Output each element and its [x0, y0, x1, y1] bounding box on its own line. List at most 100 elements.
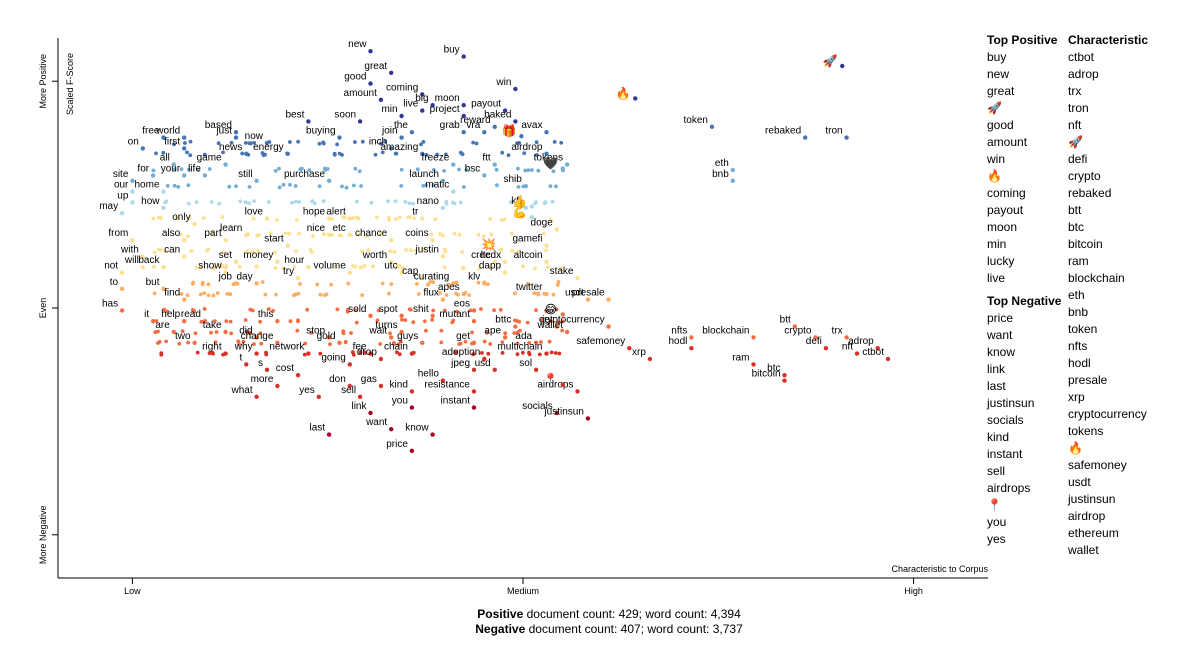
term-point[interactable]: blockchain: [702, 325, 756, 340]
term-point[interactable]: still: [238, 169, 259, 183]
term-label[interactable]: multichain: [497, 342, 542, 353]
term-label[interactable]: site: [113, 169, 129, 180]
term-point[interactable]: nfts: [671, 325, 694, 340]
term-dot[interactable]: [316, 394, 321, 399]
term-dot[interactable]: [461, 292, 466, 297]
term-dot[interactable]: [244, 151, 249, 156]
term-dot[interactable]: [368, 313, 373, 318]
term-label[interactable]: last: [310, 423, 326, 434]
term-label[interactable]: will: [124, 255, 139, 266]
emoji-label[interactable]: 💥: [481, 238, 496, 252]
term-list-item[interactable]: 📍: [987, 498, 1002, 512]
term-dot[interactable]: [389, 146, 394, 151]
term-dot[interactable]: [544, 259, 549, 264]
term-list-item[interactable]: ethereum: [1068, 526, 1119, 540]
term-label[interactable]: buying: [306, 126, 335, 137]
emoji-label[interactable]: 🖤: [543, 157, 558, 171]
term-dot[interactable]: [306, 351, 311, 356]
term-dot[interactable]: [140, 146, 145, 151]
term-label[interactable]: presale: [572, 288, 605, 299]
term-list-item[interactable]: justinsun: [1068, 492, 1116, 506]
term-point[interactable]: more: [251, 374, 280, 389]
term-label[interactable]: price: [386, 439, 408, 450]
term-list-item[interactable]: instant: [987, 447, 1023, 461]
term-label[interactable]: hello: [418, 369, 440, 380]
term-dot[interactable]: [202, 319, 208, 324]
term-label[interactable]: s: [258, 358, 263, 369]
term-point[interactable]: hello: [418, 369, 446, 383]
term-label[interactable]: only: [172, 212, 190, 223]
term-dot[interactable]: [233, 130, 239, 135]
term-label[interactable]: volume: [314, 261, 347, 272]
term-label[interactable]: love: [245, 207, 264, 218]
term-point[interactable]: wallet: [537, 320, 570, 335]
term-point[interactable]: did: [239, 325, 259, 340]
term-point[interactable]: find: [164, 288, 187, 302]
term-point[interactable]: you: [392, 396, 415, 410]
emoji-dot[interactable]: [560, 166, 565, 171]
term-list-item[interactable]: live: [987, 271, 1006, 285]
term-point[interactable]: dapp: [479, 261, 508, 275]
term-point[interactable]: coins: [405, 228, 435, 243]
term-dot[interactable]: [326, 178, 332, 183]
term-label[interactable]: bnb: [712, 169, 729, 180]
term-label[interactable]: jet: [541, 315, 553, 326]
term-dot[interactable]: [295, 373, 301, 378]
term-label[interactable]: nano: [417, 196, 440, 207]
term-dot[interactable]: [482, 130, 487, 135]
term-point[interactable]: turns: [375, 320, 404, 335]
term-label[interactable]: stop: [306, 325, 325, 336]
term-dot[interactable]: [182, 254, 187, 259]
term-label[interactable]: part: [204, 228, 221, 239]
term-point[interactable]: twitter: [516, 282, 549, 297]
term-label[interactable]: for: [137, 163, 149, 174]
term-point[interactable]: first: [164, 136, 187, 151]
emoji-label[interactable]: 📍: [543, 373, 558, 387]
emoji-label[interactable]: 🎁: [502, 124, 517, 138]
term-label[interactable]: now: [245, 131, 264, 142]
term-dot[interactable]: [337, 340, 342, 345]
term-list-item[interactable]: defi: [1068, 152, 1088, 166]
term-dot[interactable]: [347, 232, 352, 237]
term-dot[interactable]: [285, 243, 290, 248]
term-label[interactable]: adoption: [442, 347, 480, 358]
term-label[interactable]: instant: [441, 396, 471, 407]
term-dot[interactable]: [244, 232, 249, 237]
term-label[interactable]: payout: [471, 99, 501, 110]
term-point[interactable]: ram: [732, 352, 756, 367]
term-point[interactable]: hodl: [668, 336, 694, 351]
term-label[interactable]: klv: [468, 271, 480, 282]
term-label[interactable]: ada: [515, 331, 532, 342]
term-dot[interactable]: [420, 92, 425, 97]
term-dot[interactable]: [461, 113, 466, 119]
term-dot[interactable]: [533, 340, 539, 345]
term-point[interactable]: don: [329, 374, 352, 389]
term-label[interactable]: may: [99, 201, 118, 212]
term-label[interactable]: reward: [460, 115, 491, 126]
term-label[interactable]: coins: [405, 228, 428, 239]
term-point[interactable]: inch: [369, 136, 394, 151]
term-dot[interactable]: [554, 410, 559, 416]
term-dot[interactable]: [461, 103, 466, 108]
term-label[interactable]: vra: [466, 120, 480, 131]
term-dot[interactable]: [150, 173, 156, 178]
term-point[interactable]: grab: [440, 120, 466, 135]
term-label[interactable]: get: [456, 331, 470, 342]
term-list-item[interactable]: airdrops: [987, 481, 1031, 495]
term-dot[interactable]: [357, 394, 363, 399]
term-dot[interactable]: [813, 335, 818, 340]
term-point[interactable]: amazing: [380, 142, 425, 156]
term-dot[interactable]: [182, 319, 187, 324]
term-point[interactable]: purchase: [284, 169, 332, 183]
term-dot[interactable]: [357, 119, 363, 124]
term-point[interactable]: based: [205, 120, 239, 135]
term-list-item[interactable]: presale: [1068, 373, 1108, 387]
term-label[interactable]: all: [160, 153, 170, 164]
emoji-dot[interactable]: [498, 247, 503, 252]
term-label[interactable]: twitter: [516, 282, 543, 293]
term-dot[interactable]: [482, 356, 487, 362]
term-dot[interactable]: [513, 86, 518, 92]
term-list-item[interactable]: sell: [987, 464, 1006, 478]
term-list-item[interactable]: lucky: [987, 254, 1015, 268]
term-dot[interactable]: [347, 216, 352, 221]
